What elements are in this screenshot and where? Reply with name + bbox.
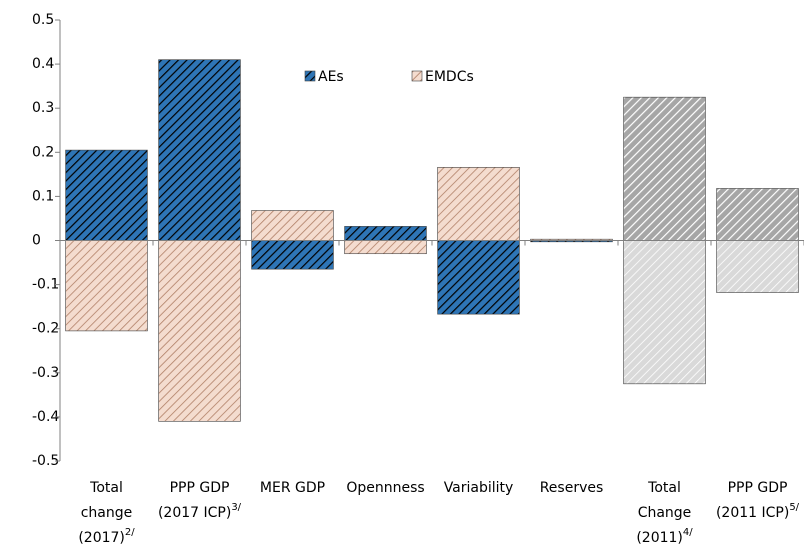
y-tick-label: 0 <box>32 233 41 249</box>
x-tick-label-line: change <box>81 505 133 521</box>
bar <box>623 96 706 241</box>
y-tick-label: -0.4 <box>32 409 59 425</box>
bar <box>158 240 241 422</box>
x-tick-label: Reserves <box>540 480 604 496</box>
legend-label: EMDCs <box>425 69 474 85</box>
x-tick-label-line: MER GDP <box>260 480 325 496</box>
bar <box>623 240 706 385</box>
y-tick-label: 0.5 <box>32 12 54 28</box>
x-tick-label-line: (2017) <box>78 530 125 546</box>
bar <box>344 226 427 241</box>
bar <box>65 149 148 241</box>
category-note: 2/ <box>125 527 135 538</box>
x-tick-label-line: Total <box>647 480 681 496</box>
bar <box>158 59 241 241</box>
bar <box>437 240 520 315</box>
category-note: 3/ <box>231 502 241 513</box>
x-tick-label-line: Change <box>638 505 692 521</box>
x-tick-label-line: PPP GDP <box>728 480 788 496</box>
y-tick-label: 0.4 <box>32 56 54 72</box>
bar <box>344 240 427 255</box>
y-tick-label: 0.2 <box>32 144 54 160</box>
y-tick-label: -0.3 <box>32 365 59 381</box>
bar <box>251 210 334 241</box>
bar <box>251 240 334 270</box>
x-tick-label-line: Total <box>89 480 123 496</box>
x-tick-label-line: Reserves <box>540 480 604 496</box>
x-tick-label-line: (2017 ICP) <box>158 505 231 521</box>
x-tick-label-line: (2011 ICP) <box>716 505 789 521</box>
legend-swatch <box>411 70 423 82</box>
x-tick-label: PPP GDP (2011 ICP)5/ <box>716 480 800 521</box>
x-tick-label-line: Opennness <box>346 480 424 496</box>
y-tick-label: -0.5 <box>32 453 59 469</box>
category-note: 4/ <box>683 527 693 538</box>
bar <box>65 240 148 332</box>
x-tick-label-line: Variability <box>444 480 514 496</box>
y-tick-label: -0.2 <box>32 321 59 337</box>
category-note: 5/ <box>789 502 799 513</box>
x-tick-label: Opennness <box>346 480 424 496</box>
y-tick-label: 0.1 <box>32 188 54 204</box>
x-tick-label: MER GDP <box>260 480 325 496</box>
x-tick-label-line: PPP GDP <box>170 480 230 496</box>
bar <box>716 240 799 293</box>
bar <box>716 188 799 241</box>
y-tick-label: -0.1 <box>32 277 59 293</box>
bar <box>437 166 520 241</box>
legend-label: AEs <box>318 69 344 85</box>
x-tick-label-line: (2011) <box>636 530 683 546</box>
x-tick-label: Total change (2017)2/ <box>78 480 135 546</box>
legend-swatch <box>304 70 316 82</box>
x-tick-label: Variability <box>444 480 514 496</box>
y-tick-label: 0.3 <box>32 100 54 116</box>
x-tick-label: PPP GDP (2017 ICP)3/ <box>158 480 242 521</box>
x-tick-label: Total Change (2011)4/ <box>636 480 693 546</box>
